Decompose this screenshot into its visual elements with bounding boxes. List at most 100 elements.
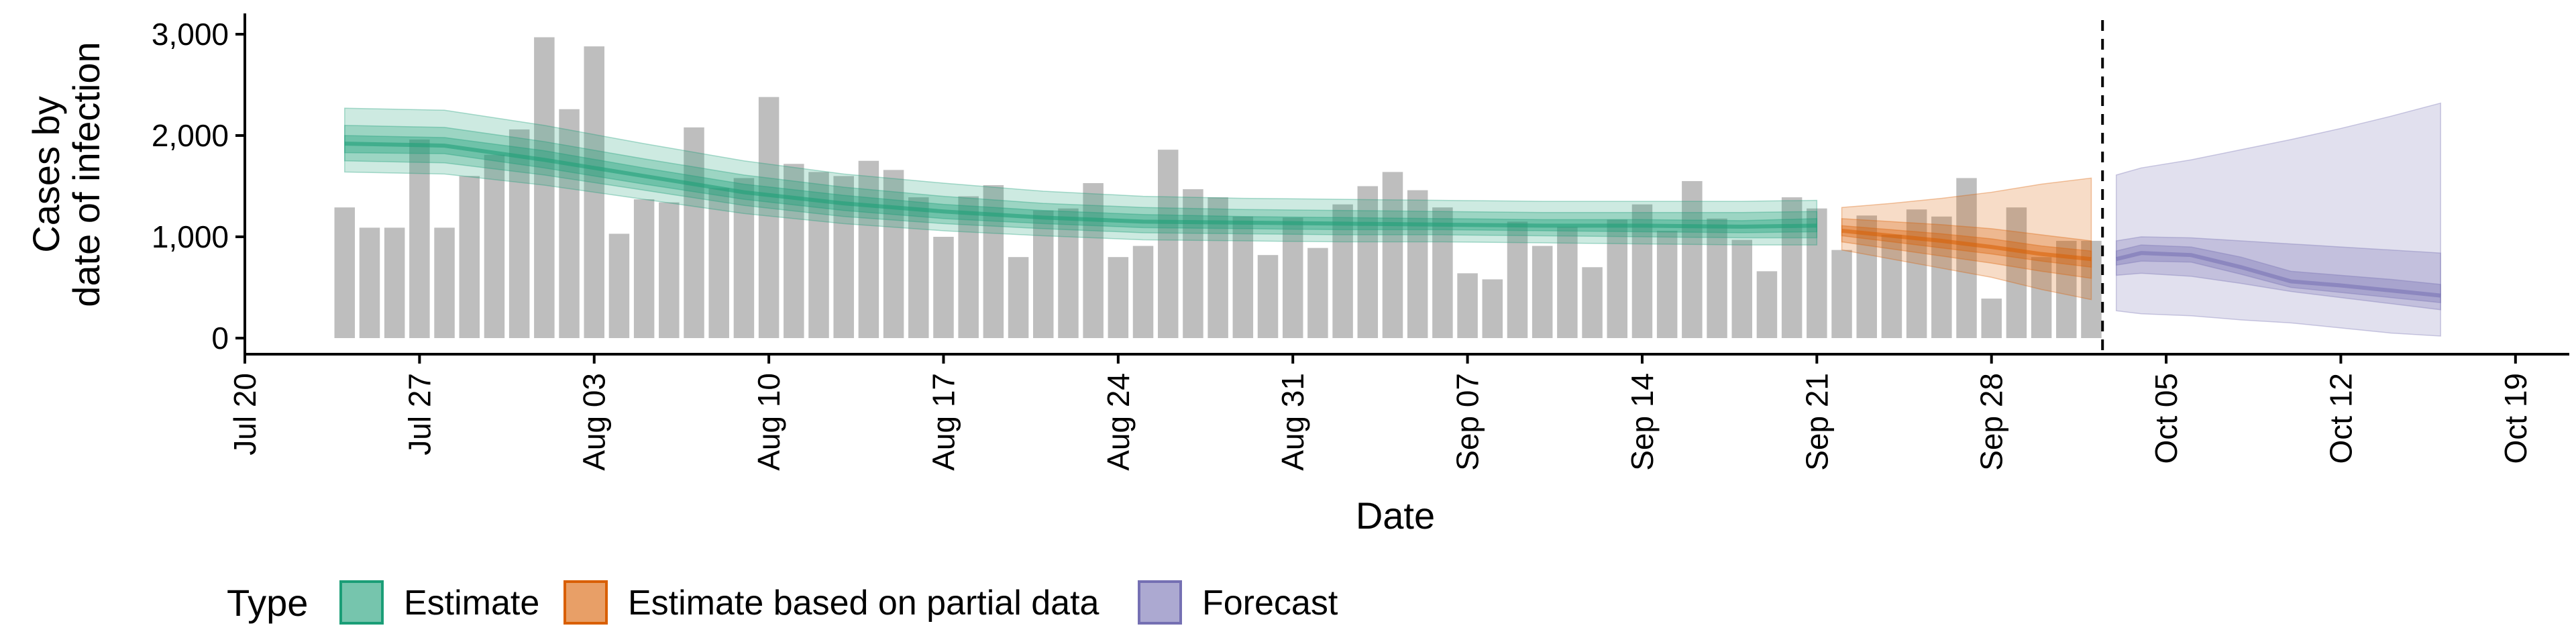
partial-median-line — [1841, 228, 2092, 262]
bar-18 — [784, 164, 804, 338]
bar-16 — [733, 178, 755, 338]
bar-67 — [2006, 207, 2027, 338]
bar-0 — [334, 207, 356, 338]
bar-23 — [908, 197, 929, 338]
bar-68 — [2031, 257, 2052, 338]
bar-55 — [1707, 218, 1727, 338]
x-tick-label-0: Jul 20 — [227, 373, 262, 455]
bar-31 — [1108, 257, 1129, 338]
bar-3 — [409, 140, 430, 339]
legend-label-partial: Estimate based on partial data — [628, 584, 1099, 623]
bar-44 — [1432, 207, 1453, 338]
y-axis-title-line-2: date of infection — [65, 42, 107, 307]
bar-27 — [1008, 257, 1029, 338]
bar-63 — [1906, 209, 1927, 338]
bar-17 — [758, 97, 780, 338]
x-tick-label-7: Sep 07 — [1450, 373, 1485, 471]
bar-53 — [1656, 230, 1678, 338]
bar-46 — [1482, 279, 1503, 338]
bar-43 — [1407, 190, 1428, 338]
x-tick-label-10: Sep 28 — [1974, 373, 2009, 471]
partial-band-50 — [1841, 218, 2092, 279]
x-tick-label-4: Aug 17 — [926, 373, 961, 471]
x-tick-label-11: Oct 05 — [2149, 373, 2184, 464]
x-axis-title: Date — [1356, 494, 1435, 537]
bar-59 — [1807, 208, 1827, 338]
legend-label-forecast: Forecast — [1202, 584, 1338, 623]
x-axis-ticks: Jul 20 Jul 27 Aug 03 Aug 10 Aug 17 Aug 24 Aug … — [227, 354, 2533, 471]
bar-54 — [1682, 180, 1703, 338]
y-axis-ticks: 0 1,000 2,000 3,000 — [152, 17, 245, 356]
forecast-band-90 — [2115, 102, 2441, 337]
legend-key-forecast — [1138, 580, 1182, 625]
legend-label-estimate: Estimate — [404, 584, 539, 623]
bar-26 — [983, 184, 1004, 338]
bar-10 — [584, 46, 604, 339]
x-tick-label-1: Jul 27 — [402, 373, 437, 455]
x-tick-label-13: Oct 19 — [2498, 373, 2533, 464]
bar-1 — [359, 227, 380, 338]
bar-12 — [633, 199, 655, 338]
bar-28 — [1033, 210, 1054, 338]
legend: Type Estimate Estimate based on partial … — [227, 580, 1338, 625]
legend-key-partial — [564, 580, 608, 625]
bar-45 — [1457, 273, 1478, 338]
estimate-band-20 — [344, 135, 1818, 233]
bar-layer — [334, 37, 2102, 339]
bar-24 — [933, 237, 954, 338]
bar-37 — [1257, 255, 1279, 338]
legend-title: Type — [227, 582, 308, 624]
bar-50 — [1582, 267, 1603, 338]
bar-62 — [1881, 234, 1902, 338]
bar-22 — [883, 170, 904, 338]
y-tick-label-3: 3,000 — [152, 17, 229, 52]
bar-7 — [508, 129, 530, 338]
legend-key-estimate — [339, 580, 384, 625]
bar-8 — [534, 37, 555, 338]
bar-30 — [1083, 182, 1104, 338]
bar-36 — [1232, 216, 1254, 338]
x-tick-label-3: Aug 10 — [751, 373, 786, 471]
y-tick-label-0: 0 — [211, 321, 229, 356]
bar-5 — [459, 176, 480, 338]
bar-6 — [484, 154, 505, 338]
bar-38 — [1282, 217, 1303, 338]
bar-39 — [1307, 248, 1328, 338]
x-tick-label-5: Aug 24 — [1101, 373, 1136, 471]
x-tick-label-9: Sep 21 — [1799, 373, 1834, 471]
estimate-median-line — [344, 142, 1817, 229]
bar-48 — [1532, 246, 1553, 338]
bar-14 — [684, 127, 704, 339]
bar-2 — [384, 227, 405, 338]
y-axis-title-line-1: Cases by — [25, 96, 67, 252]
bar-13 — [659, 202, 680, 338]
bar-21 — [858, 160, 879, 338]
bar-60 — [1831, 250, 1852, 338]
bar-32 — [1132, 246, 1154, 338]
bar-11 — [608, 233, 630, 338]
x-tick-label-6: Aug 31 — [1275, 373, 1310, 471]
bar-9 — [559, 109, 580, 339]
bar-34 — [1183, 189, 1203, 338]
bar-49 — [1557, 226, 1578, 338]
bar-58 — [1781, 197, 1803, 338]
bar-40 — [1332, 204, 1353, 338]
bar-47 — [1507, 221, 1528, 338]
band-layer — [344, 102, 2441, 337]
bar-33 — [1157, 150, 1179, 338]
estimate-band-90 — [344, 107, 1818, 246]
bar-15 — [708, 188, 729, 338]
bar-66 — [1981, 299, 2002, 338]
bar-29 — [1058, 208, 1079, 338]
bar-25 — [958, 196, 979, 338]
y-tick-label-1: 1,000 — [152, 219, 229, 254]
bar-56 — [1731, 239, 1752, 338]
forecast-median-line — [2115, 251, 2441, 298]
x-tick-label-8: Sep 14 — [1625, 373, 1660, 471]
bar-57 — [1756, 271, 1778, 338]
bar-64 — [1931, 216, 1952, 338]
x-tick-label-12: Oct 12 — [2323, 373, 2358, 464]
bar-41 — [1357, 186, 1379, 338]
bar-4 — [434, 227, 455, 338]
